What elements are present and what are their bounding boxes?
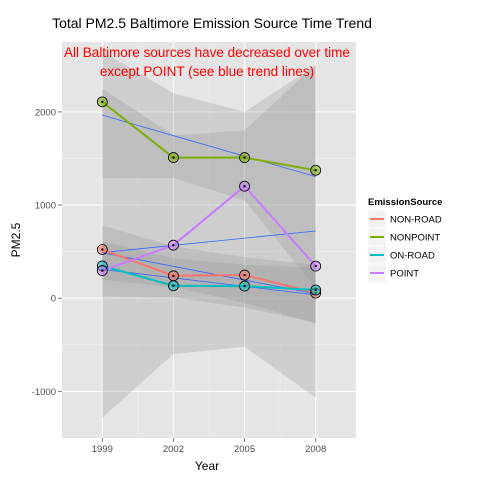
legend-item-non-road: NON-ROAD <box>367 209 442 229</box>
y-axis: -1000 0 1000 2000 <box>32 107 62 398</box>
legend-label: NONPOINT <box>390 233 440 244</box>
legend-item-point: POINT <box>367 263 419 283</box>
data-point-center <box>243 273 246 277</box>
data-point-center <box>172 274 175 277</box>
data-point-center <box>243 184 246 188</box>
trend-line-nonpoint <box>102 114 316 178</box>
y-tick-label: 1000 <box>35 201 56 212</box>
data-point-center <box>243 284 246 288</box>
y-tick-label: 0 <box>51 294 56 305</box>
series-line-nonpoint <box>101 101 316 172</box>
series-line-point <box>101 185 317 272</box>
major-gridlines <box>62 42 356 438</box>
confidence-band-point <box>102 64 316 418</box>
legend-label: ON-ROAD <box>390 251 435 262</box>
x-axis-label: Year <box>195 459 219 473</box>
series-points <box>96 96 322 299</box>
legend-item-on-road: ON-ROAD <box>367 245 435 265</box>
series-line-on-road <box>102 264 316 291</box>
annotation-line-1: All Baltimore sources have decreased ove… <box>64 45 350 60</box>
legend-label: POINT <box>390 269 419 280</box>
data-point-center <box>101 248 104 251</box>
data-point-center <box>314 288 317 292</box>
data-point-center <box>101 100 104 104</box>
data-point-center <box>172 284 175 287</box>
y-tick-label: 2000 <box>35 107 56 118</box>
trend-line-on-road <box>102 268 316 296</box>
x-axis: 1999 2002 2005 2008 <box>92 438 326 455</box>
legend: EmissionSource NON-ROAD NONPOINT ON-ROAD PO… <box>367 197 442 283</box>
data-point-center <box>172 156 175 159</box>
trend-line-non-road <box>102 252 316 295</box>
plot-panel: All Baltimore sources have decreased ove… <box>62 42 356 438</box>
data-point-center <box>243 156 246 159</box>
legend-label: NON-ROAD <box>390 215 442 226</box>
confidence-bands <box>102 51 316 418</box>
annotation-line-2: except POINT (see blue trend lines) <box>100 64 314 79</box>
y-tick-label: -1000 <box>32 387 56 398</box>
x-tick-label: 2005 <box>234 444 255 455</box>
x-tick-label: 1999 <box>92 444 113 455</box>
trend-line-point <box>102 230 316 253</box>
x-tick-label: 2002 <box>163 444 184 455</box>
data-point-center <box>314 264 317 268</box>
legend-item-nonpoint: NONPOINT <box>367 227 440 247</box>
data-point-center <box>101 269 104 272</box>
x-tick-label: 2008 <box>305 444 326 455</box>
series-lines <box>101 101 317 294</box>
data-point-center <box>314 169 317 172</box>
y-axis-label: PM2.5 <box>9 222 23 257</box>
series-line-non-road <box>101 248 316 294</box>
chart-title: Total PM2.5 Baltimore Emission Source Ti… <box>52 15 372 31</box>
data-point-center <box>172 243 175 247</box>
trend-lines <box>102 114 316 296</box>
confidence-band-nonpoint <box>102 51 316 288</box>
legend-title: EmissionSource <box>368 197 442 208</box>
